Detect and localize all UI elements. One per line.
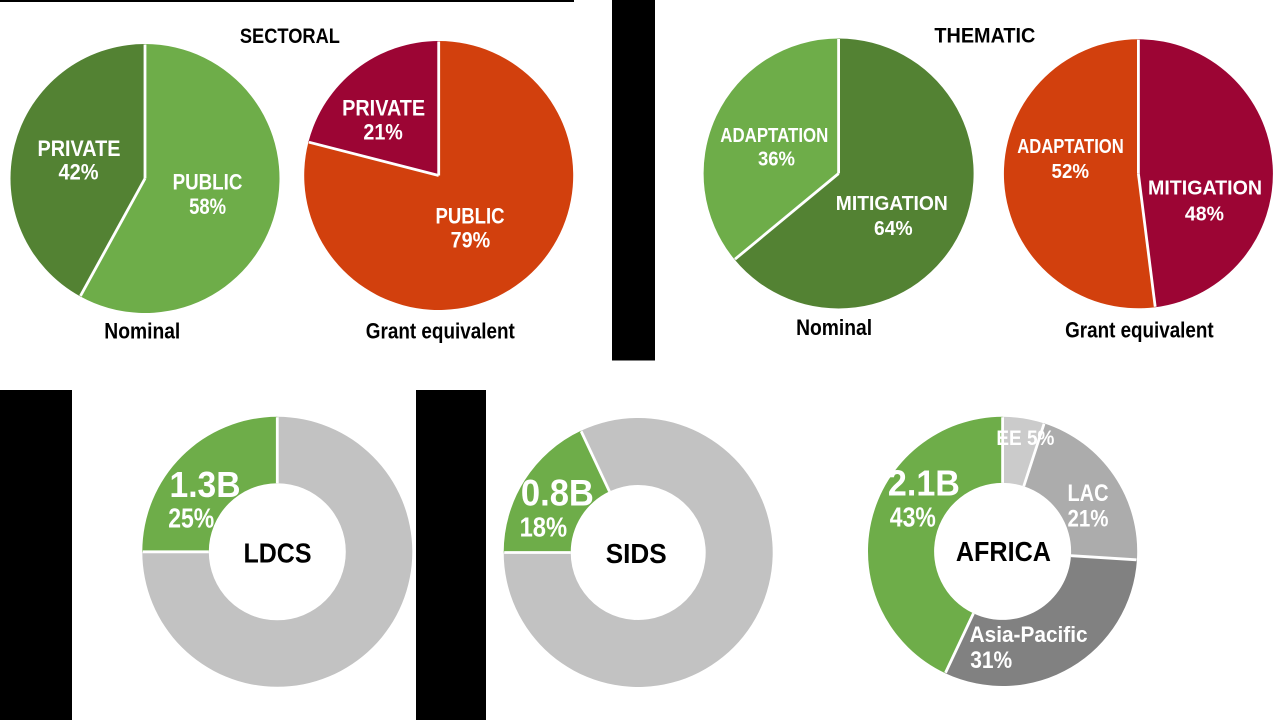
svg-text:PRIVATE: PRIVATE — [342, 96, 425, 121]
svg-text:PUBLIC: PUBLIC — [173, 169, 243, 194]
svg-text:2.1B: 2.1B — [888, 463, 960, 504]
svg-text:EE 5%: EE 5% — [996, 427, 1054, 450]
svg-text:MITIGATION: MITIGATION — [1148, 178, 1262, 200]
svg-text:1.3B: 1.3B — [170, 464, 241, 505]
svg-text:SIDS: SIDS — [606, 538, 667, 569]
svg-text:43%: 43% — [890, 502, 936, 533]
svg-text:PRIVATE: PRIVATE — [38, 136, 121, 161]
svg-text:Grant equivalent: Grant equivalent — [1065, 318, 1214, 343]
svg-text:25%: 25% — [168, 503, 214, 534]
svg-text:ADAPTATION: ADAPTATION — [1017, 136, 1124, 158]
svg-text:36%: 36% — [758, 148, 795, 170]
svg-text:0.8B: 0.8B — [521, 472, 594, 513]
svg-text:21%: 21% — [1068, 505, 1109, 532]
svg-text:42%: 42% — [59, 160, 99, 185]
svg-text:SECTORAL: SECTORAL — [240, 25, 340, 48]
svg-text:Grant equivalent: Grant equivalent — [366, 319, 516, 344]
svg-text:52%: 52% — [1052, 161, 1090, 183]
svg-text:31%: 31% — [970, 647, 1012, 674]
svg-text:LDCS: LDCS — [244, 538, 312, 569]
svg-text:ADAPTATION: ADAPTATION — [720, 125, 828, 147]
svg-text:64%: 64% — [874, 218, 913, 240]
svg-text:MITIGATION: MITIGATION — [836, 193, 948, 215]
svg-text:PUBLIC: PUBLIC — [436, 204, 505, 229]
svg-text:THEMATIC: THEMATIC — [934, 24, 1035, 47]
svg-text:58%: 58% — [189, 194, 226, 219]
svg-text:LAC: LAC — [1068, 480, 1109, 507]
svg-text:Nominal: Nominal — [104, 319, 180, 344]
svg-text:21%: 21% — [363, 119, 403, 144]
svg-text:48%: 48% — [1185, 204, 1224, 226]
svg-text:AFRICA: AFRICA — [956, 536, 1051, 567]
svg-text:18%: 18% — [520, 512, 568, 543]
svg-text:Nominal: Nominal — [796, 315, 872, 340]
svg-text:79%: 79% — [451, 228, 491, 253]
svg-text:Asia-Pacific: Asia-Pacific — [970, 622, 1088, 647]
